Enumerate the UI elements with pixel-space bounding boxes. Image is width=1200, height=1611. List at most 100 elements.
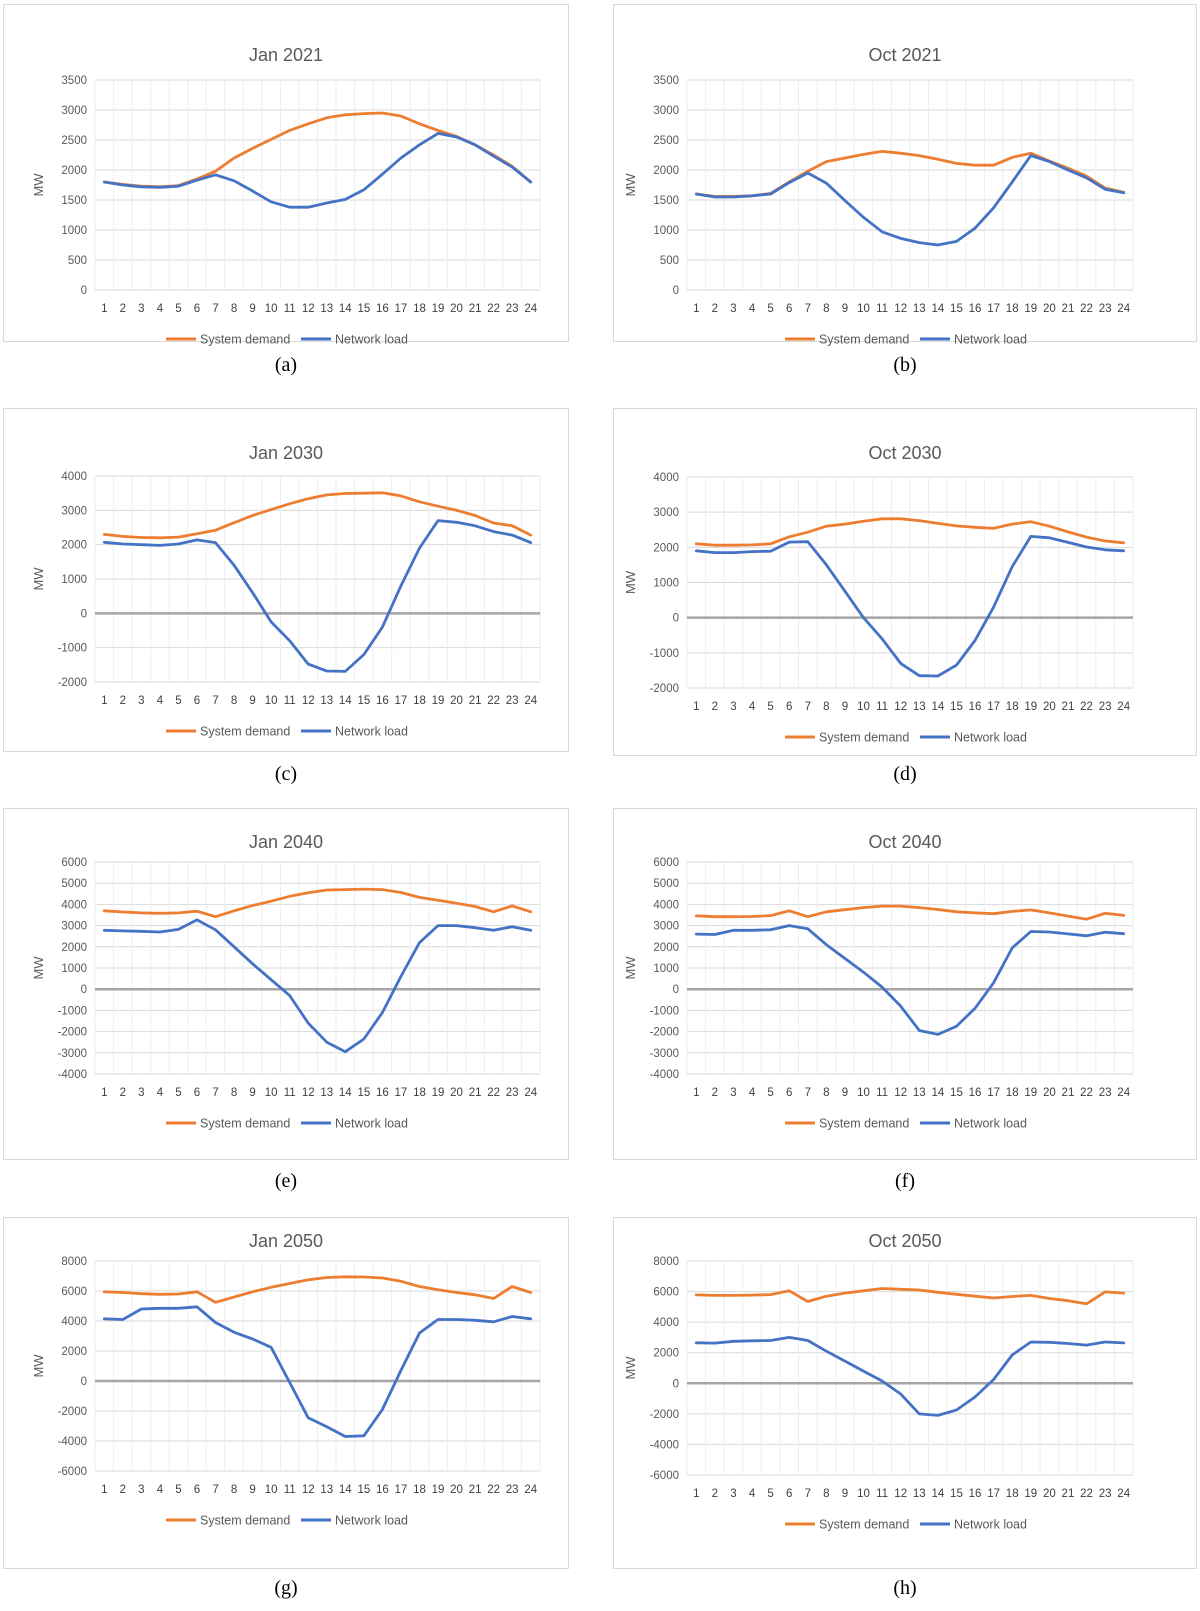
series-line-system-demand [102,887,533,919]
legend-label: System demand [200,1117,290,1131]
x-tick-label: 13 [913,303,926,315]
x-tick-label: 11 [284,1087,296,1099]
x-tick-label: 15 [950,1087,963,1099]
x-tick-label: 19 [432,1087,445,1099]
y-tick-label: 2000 [653,942,679,954]
legend-label: System demand [819,1518,909,1532]
chart-title: Oct 2040 [868,832,941,852]
y-tick-label: 3000 [61,505,87,517]
y-tick-label: 8000 [653,1256,679,1268]
y-tick-label: 0 [673,285,679,297]
x-tick-label: 24 [1117,1488,1130,1500]
x-tick-label: 14 [931,1087,944,1099]
series-line-network-load [694,534,1126,678]
x-tick-label: 16 [969,303,982,315]
x-tick-label: 13 [913,1488,926,1500]
x-tick-label: 13 [320,303,333,315]
x-tick-label: 5 [175,1087,181,1099]
legend-label: Network load [335,1514,408,1528]
x-tick-label: 20 [450,1087,463,1099]
y-tick-label: 6000 [653,1287,679,1299]
y-tick-label: -4000 [58,1069,87,1081]
x-tick-label: 17 [395,1087,408,1099]
y-tick-label: 1000 [653,225,679,237]
y-tick-label: 1000 [61,225,87,237]
x-tick-label: 14 [931,701,944,713]
x-tick-label: 23 [506,1484,519,1496]
chart-panel-b: Oct 2021 0 500 1000 1500 2000 2500 3000 3500 MW 1 2… [613,4,1197,382]
x-tick-label: 16 [376,1087,389,1099]
x-tick-label: 10 [857,701,870,713]
y-tick-label: 6000 [61,857,87,869]
y-tick-label: -4000 [58,1436,87,1448]
y-tick-label: 1500 [61,195,87,207]
x-tick-label: 21 [1062,701,1075,713]
x-tick-label: 11 [284,1484,296,1496]
x-tick-label: 23 [1099,1488,1112,1500]
chart-frame [613,1217,1197,1569]
x-tick-label: 22 [1080,701,1093,713]
x-tick-label: 12 [302,303,315,315]
x-tick-label: 23 [1099,303,1112,315]
x-tick-label: 23 [506,695,519,707]
x-tick-label: 18 [1006,303,1019,315]
x-tick-label: 5 [767,1087,773,1099]
x-tick-label: 10 [857,303,870,315]
y-tick-label: 2000 [61,1346,87,1358]
y-tick-label: 0 [673,1378,679,1390]
x-tick-label: 2 [712,303,718,315]
x-tick-label: 14 [339,303,352,315]
y-tick-label: 2000 [61,942,87,954]
x-tick-label: 2 [120,1484,126,1496]
legend-label: System demand [200,333,290,347]
x-tick-label: 19 [432,303,445,315]
y-tick-label: 6000 [653,857,679,869]
panel-label-f: (f) [895,1170,915,1192]
x-tick-label: 22 [487,303,500,315]
y-tick-label: -2000 [58,677,87,689]
x-tick-label: 2 [120,1087,126,1099]
x-tick-label: 15 [950,303,963,315]
x-tick-label: 16 [376,695,389,707]
x-tick-label: 22 [1080,303,1093,315]
y-tick-label: -2000 [650,683,679,695]
series-line-network-load [102,918,533,1054]
series-line-system-demand [102,491,533,540]
series-line-network-load [102,131,533,209]
y-tick-label: 3500 [653,75,679,87]
x-tick-label: 1 [693,1488,699,1500]
chart-title: Oct 2030 [868,443,941,463]
x-tick-label: 6 [786,1488,792,1500]
x-tick-label: 3 [730,1488,736,1500]
y-tick-label: -6000 [650,1470,679,1482]
x-tick-label: 10 [857,1488,870,1500]
y-tick-label: -2000 [58,1027,87,1039]
y-tick-label: 2000 [653,1348,679,1360]
x-tick-label: 6 [194,1087,200,1099]
x-tick-label: 12 [302,1484,315,1496]
x-tick-label: 15 [950,701,963,713]
x-tick-label: 13 [320,695,333,707]
y-tick-label: 5000 [653,878,679,890]
y-tick-label: 3000 [61,105,87,117]
chart-frame [613,808,1197,1160]
legend-label: Network load [954,333,1027,347]
y-tick-label: 3000 [653,507,679,519]
x-tick-label: 4 [157,695,164,707]
x-tick-label: 12 [302,695,315,707]
x-tick-label: 18 [1006,701,1019,713]
chart-g: Jan 2050 -6000 -4000 -2000 0 2000 4000 6000 8000… [31,1231,541,1528]
x-tick-label: 6 [194,695,200,707]
series-line-network-load [694,924,1126,1036]
y-tick-label: -6000 [58,1466,87,1478]
x-tick-label: 21 [1062,1488,1075,1500]
y-tick-label: 0 [81,1376,87,1388]
y-tick-label: 500 [68,255,87,267]
x-tick-label: 24 [1117,1087,1130,1099]
series-line-system-demand [694,517,1126,547]
x-tick-label: 18 [413,695,426,707]
x-tick-label: 7 [212,303,218,315]
x-tick-label: 3 [138,303,144,315]
x-tick-label: 4 [157,1087,164,1099]
